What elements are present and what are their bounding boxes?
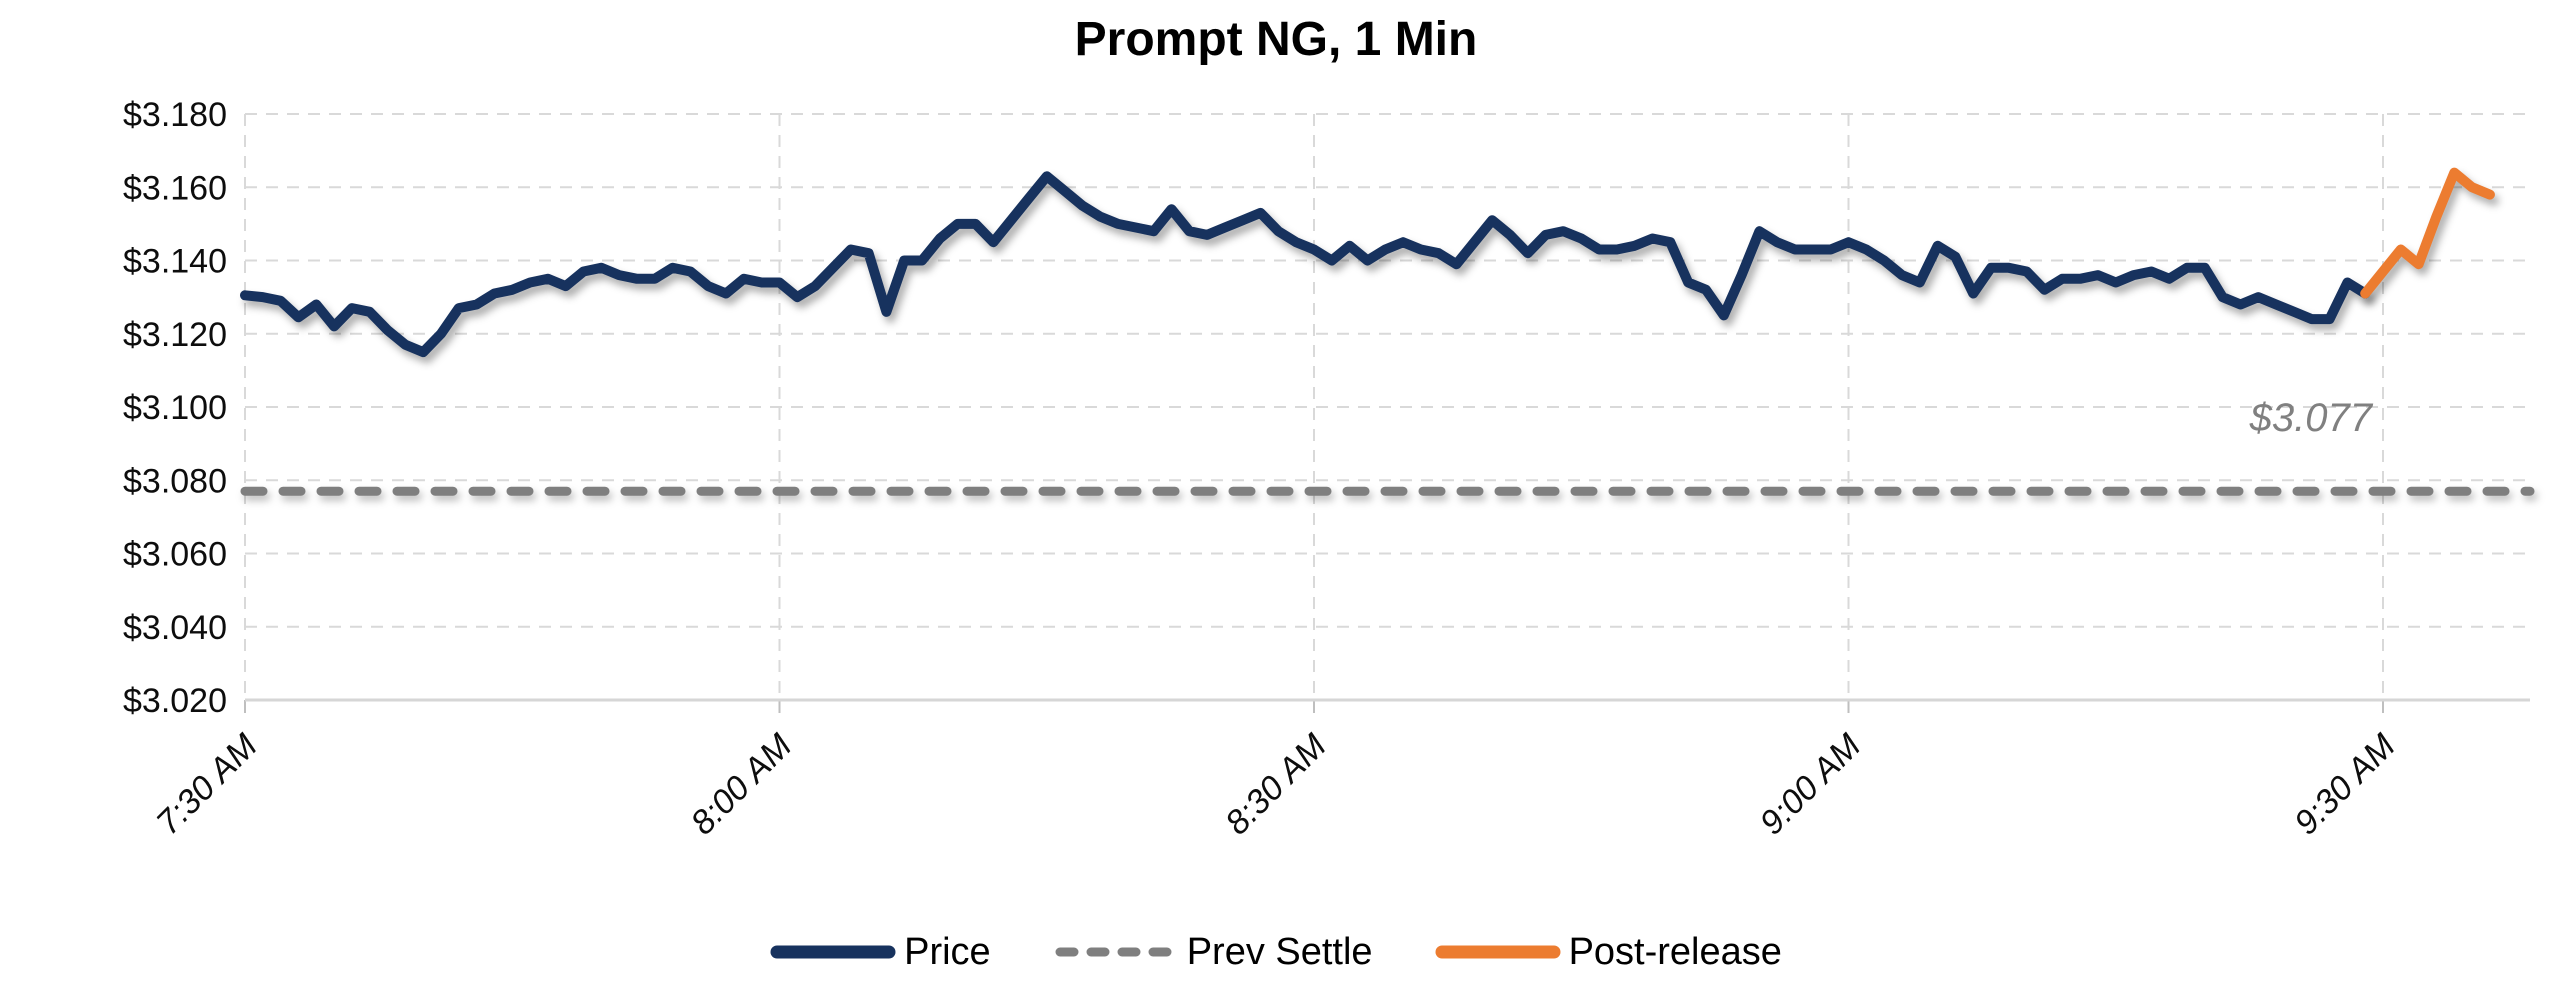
y-axis-tick-label: $3.020 — [123, 682, 227, 720]
legend-item-price: Price — [770, 931, 991, 974]
x-axis-tick-label: 9:30 AM — [2287, 726, 2403, 842]
prev-settle-dash-swatch-icon — [1055, 947, 1177, 957]
prev-settle-annotation: $3.077 — [2249, 396, 2372, 440]
legend-item-post-release: Post-release — [1435, 931, 1782, 974]
legend-label-price: Price — [904, 930, 991, 973]
post-release-line-swatch-icon — [1435, 945, 1561, 959]
y-axis-tick-label: $3.120 — [123, 316, 227, 354]
x-axis-tick-label: 8:00 AM — [684, 726, 800, 842]
legend-label-post-release: Post-release — [1568, 930, 1782, 973]
y-axis-tick-label: $3.180 — [123, 96, 227, 134]
chart-legend: Price Prev Settle Post-release — [0, 920, 2552, 984]
y-axis-tick-label: $3.100 — [123, 389, 227, 427]
legend-item-prev-settle: Prev Settle — [1053, 931, 1373, 974]
y-axis-tick-label: $3.080 — [123, 462, 227, 500]
legend-label-prev-settle: Prev Settle — [1186, 930, 1373, 973]
price-line — [240, 171, 2371, 358]
y-axis-tick-label: $3.140 — [123, 243, 227, 281]
y-axis-tick-label: $3.060 — [123, 536, 227, 574]
post-release-line — [2360, 167, 2495, 299]
chart-title: Prompt NG, 1 Min — [1074, 13, 1478, 66]
x-axis-tick-label: 9:00 AM — [1753, 726, 1869, 842]
x-axis-tick-label: 8:30 AM — [1218, 726, 1334, 842]
price-line-swatch-icon — [770, 945, 896, 959]
x-axis-tick-label: 7:30 AM — [149, 726, 265, 842]
y-axis-tick-label: $3.040 — [123, 609, 227, 647]
y-axis-tick-label: $3.160 — [123, 169, 227, 207]
